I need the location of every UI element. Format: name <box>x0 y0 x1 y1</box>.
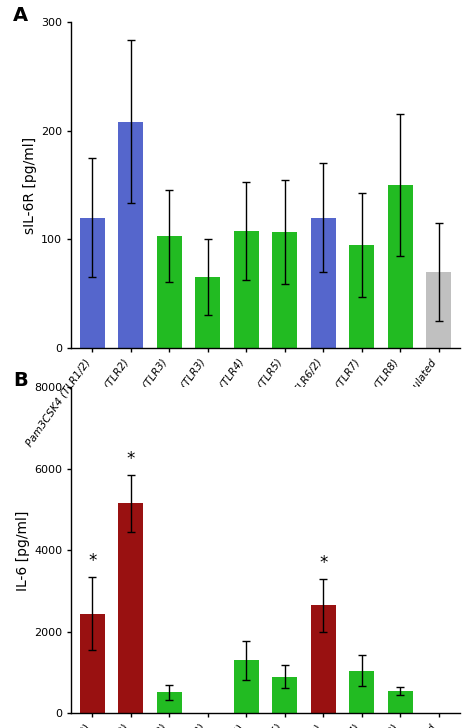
Bar <box>388 185 413 348</box>
Bar <box>118 122 143 348</box>
Bar <box>349 670 374 713</box>
Text: A: A <box>13 6 28 25</box>
Text: *: * <box>88 553 96 570</box>
Bar <box>80 218 105 348</box>
Bar <box>157 692 182 713</box>
Y-axis label: IL-6 [pg/ml]: IL-6 [pg/ml] <box>16 510 30 590</box>
Bar <box>234 660 259 713</box>
Bar <box>272 677 297 713</box>
Bar <box>310 606 336 713</box>
Bar <box>388 691 413 713</box>
Bar <box>80 614 105 713</box>
Bar <box>272 232 297 348</box>
Bar <box>195 277 220 348</box>
Bar <box>310 218 336 348</box>
Y-axis label: sIL-6R [pg/ml]: sIL-6R [pg/ml] <box>23 136 37 234</box>
Text: *: * <box>127 451 135 468</box>
Bar <box>349 245 374 348</box>
Text: *: * <box>319 554 328 572</box>
Bar <box>118 504 143 713</box>
Text: B: B <box>13 371 27 390</box>
Bar <box>426 272 451 348</box>
Bar <box>234 231 259 348</box>
Bar <box>157 236 182 348</box>
